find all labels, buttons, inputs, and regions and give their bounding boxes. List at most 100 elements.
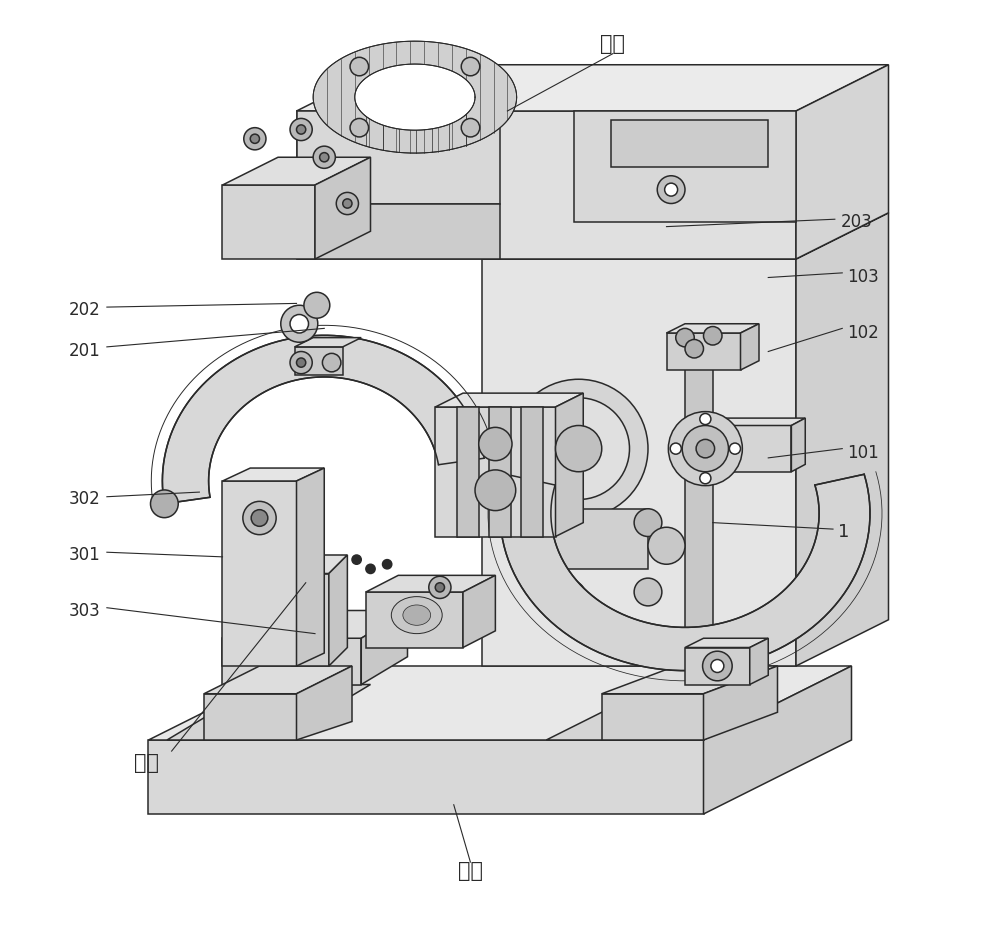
Circle shape xyxy=(634,578,662,606)
Polygon shape xyxy=(292,574,329,666)
Polygon shape xyxy=(361,610,408,684)
Polygon shape xyxy=(463,575,495,648)
Polygon shape xyxy=(704,426,791,472)
Polygon shape xyxy=(685,352,713,648)
Text: 101: 101 xyxy=(847,444,879,462)
Circle shape xyxy=(528,398,630,500)
Polygon shape xyxy=(685,648,750,684)
Polygon shape xyxy=(296,111,500,204)
Polygon shape xyxy=(457,407,479,536)
Polygon shape xyxy=(602,666,778,694)
Polygon shape xyxy=(355,64,475,130)
Polygon shape xyxy=(222,185,315,259)
Circle shape xyxy=(461,118,480,137)
Ellipse shape xyxy=(403,605,431,625)
Polygon shape xyxy=(222,157,370,185)
Polygon shape xyxy=(435,407,556,536)
Text: 202: 202 xyxy=(69,301,100,319)
Polygon shape xyxy=(313,42,517,153)
Circle shape xyxy=(343,199,352,208)
Circle shape xyxy=(670,443,681,454)
Polygon shape xyxy=(435,393,583,407)
Polygon shape xyxy=(482,213,889,259)
Circle shape xyxy=(509,379,648,518)
Polygon shape xyxy=(704,418,805,426)
Polygon shape xyxy=(704,666,852,814)
Polygon shape xyxy=(666,333,740,370)
Polygon shape xyxy=(292,555,347,574)
Polygon shape xyxy=(546,684,778,740)
Circle shape xyxy=(352,555,361,564)
Polygon shape xyxy=(740,324,759,370)
Polygon shape xyxy=(315,157,370,259)
Polygon shape xyxy=(556,393,583,536)
Polygon shape xyxy=(685,638,768,648)
Circle shape xyxy=(366,564,375,574)
Circle shape xyxy=(704,327,722,345)
Polygon shape xyxy=(222,468,324,481)
Polygon shape xyxy=(204,666,352,694)
Circle shape xyxy=(700,413,711,425)
Polygon shape xyxy=(222,638,361,684)
Circle shape xyxy=(475,470,516,511)
Polygon shape xyxy=(148,740,704,814)
Circle shape xyxy=(383,560,392,569)
Circle shape xyxy=(556,426,602,472)
Polygon shape xyxy=(537,509,648,569)
Circle shape xyxy=(696,439,715,458)
Polygon shape xyxy=(791,418,805,472)
Polygon shape xyxy=(366,575,495,592)
Polygon shape xyxy=(296,666,352,740)
Circle shape xyxy=(350,57,369,76)
Polygon shape xyxy=(204,694,296,740)
Circle shape xyxy=(461,57,480,76)
Circle shape xyxy=(150,490,178,518)
Circle shape xyxy=(668,412,742,486)
Circle shape xyxy=(665,183,678,196)
Circle shape xyxy=(336,192,358,215)
Polygon shape xyxy=(162,336,484,504)
Polygon shape xyxy=(295,338,361,347)
Text: 1: 1 xyxy=(838,523,849,541)
Circle shape xyxy=(244,128,266,150)
Circle shape xyxy=(290,118,312,141)
Polygon shape xyxy=(222,481,296,666)
Polygon shape xyxy=(666,324,759,333)
Circle shape xyxy=(322,353,341,372)
Polygon shape xyxy=(500,475,870,671)
Circle shape xyxy=(634,509,662,536)
Circle shape xyxy=(657,176,685,204)
Circle shape xyxy=(676,328,694,347)
Circle shape xyxy=(290,314,309,333)
Ellipse shape xyxy=(391,597,442,634)
Polygon shape xyxy=(222,610,408,638)
Circle shape xyxy=(711,660,724,672)
Polygon shape xyxy=(750,638,768,684)
Text: 102: 102 xyxy=(847,324,879,342)
Circle shape xyxy=(479,427,512,461)
Circle shape xyxy=(682,426,728,472)
Circle shape xyxy=(296,125,306,134)
Circle shape xyxy=(296,358,306,367)
Text: 302: 302 xyxy=(69,490,100,509)
Polygon shape xyxy=(796,213,889,666)
Polygon shape xyxy=(521,407,543,536)
Text: 产品: 产品 xyxy=(458,861,483,882)
Polygon shape xyxy=(296,65,889,111)
Circle shape xyxy=(281,305,318,342)
Circle shape xyxy=(648,527,685,564)
Polygon shape xyxy=(329,555,347,666)
Circle shape xyxy=(700,473,711,484)
Circle shape xyxy=(703,651,732,681)
Circle shape xyxy=(250,134,260,143)
Polygon shape xyxy=(295,347,343,375)
Circle shape xyxy=(290,352,312,374)
Polygon shape xyxy=(366,592,463,648)
Circle shape xyxy=(435,583,444,592)
Circle shape xyxy=(320,153,329,162)
Polygon shape xyxy=(574,111,796,222)
Circle shape xyxy=(429,576,451,598)
Polygon shape xyxy=(611,120,768,166)
Polygon shape xyxy=(148,666,852,740)
Circle shape xyxy=(729,443,740,454)
